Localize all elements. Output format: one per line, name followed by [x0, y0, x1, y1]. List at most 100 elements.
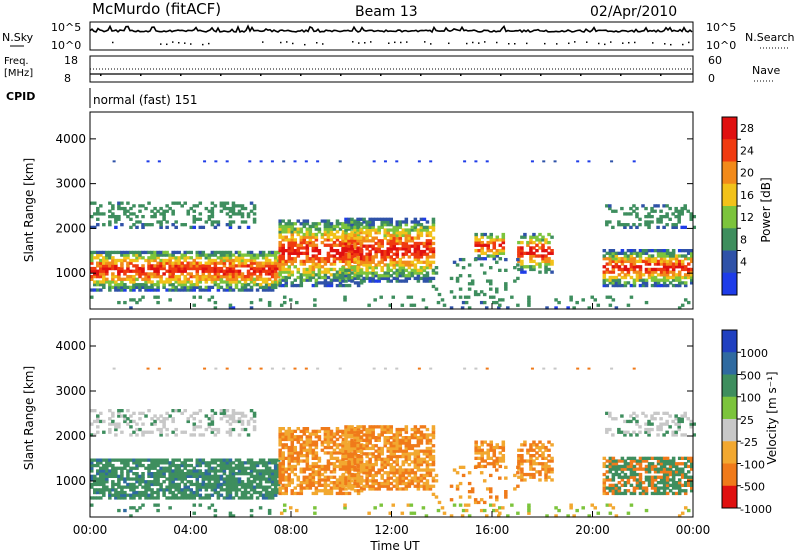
velocity-cell	[238, 488, 242, 491]
nsearch-dot	[166, 44, 168, 46]
velocity-cell	[603, 473, 607, 476]
power-cell	[459, 258, 463, 261]
velocity-cell	[262, 459, 266, 462]
power-cell	[324, 219, 328, 222]
velocity-cell	[386, 471, 390, 474]
velocity-cell	[389, 463, 393, 466]
velocity-cell	[523, 459, 527, 462]
velocity-cell	[135, 486, 139, 489]
power-cell	[247, 270, 251, 273]
power-cell	[554, 298, 558, 301]
power-cell	[402, 220, 406, 223]
power-cell	[357, 281, 361, 284]
velocity-cell	[290, 430, 294, 433]
power-cell	[609, 270, 613, 273]
velocity-cell	[386, 455, 390, 458]
power-cell	[606, 262, 610, 265]
power-cell	[183, 251, 187, 254]
power-cell	[678, 254, 682, 257]
power-cell	[165, 204, 169, 207]
velocity-cell	[499, 465, 503, 468]
velocity-cell	[684, 481, 688, 484]
power-cell	[542, 160, 545, 162]
power-cell	[123, 251, 127, 254]
power-cell	[453, 296, 457, 299]
power-cell	[147, 223, 151, 226]
velocity-cell	[129, 467, 133, 470]
velocity-cell	[399, 487, 403, 490]
nsearch-dot	[574, 41, 576, 43]
velocity-cell	[183, 459, 187, 462]
power-cell	[426, 239, 430, 242]
velocity-cell	[423, 425, 427, 428]
velocity-cell	[356, 474, 360, 477]
velocity-cell	[238, 477, 242, 480]
power-cell	[156, 220, 160, 223]
power-cell	[633, 160, 636, 162]
velocity-cell	[681, 462, 685, 465]
power-cell	[123, 278, 127, 281]
velocity-cell	[199, 483, 203, 486]
power-cell	[294, 228, 298, 231]
power-cell	[489, 233, 493, 236]
power-cell	[315, 233, 319, 236]
power-cell	[316, 160, 319, 162]
velocity-cell	[268, 491, 272, 494]
freq-dot	[100, 74, 102, 76]
power-cell	[284, 276, 288, 279]
velocity-cell	[627, 476, 631, 479]
velocity-cell	[544, 446, 548, 449]
velocity-cell	[327, 484, 331, 487]
power-cell	[462, 258, 466, 261]
power-cell	[327, 252, 331, 255]
power-cell	[474, 233, 478, 236]
velocity-cell	[420, 485, 424, 488]
power-cell	[429, 226, 433, 229]
velocity-cell	[306, 449, 310, 452]
power-cell	[241, 283, 245, 286]
velocity-cell	[278, 462, 282, 465]
power-cell	[196, 262, 200, 265]
power-cell	[189, 207, 193, 210]
velocity-cell	[135, 428, 139, 431]
power-cell	[456, 263, 460, 266]
power-cell	[327, 268, 331, 271]
power-cell	[687, 301, 691, 304]
velocity-cell	[529, 443, 533, 446]
power-cell	[410, 296, 414, 299]
power-cell	[629, 207, 633, 210]
power-cell	[226, 251, 230, 254]
power-cell	[153, 212, 157, 215]
velocity-cell	[612, 484, 616, 487]
velocity-cell	[150, 417, 154, 420]
velocity-cell	[624, 489, 628, 492]
velocity-cell	[315, 462, 319, 465]
velocity-cell	[199, 425, 203, 428]
velocity-cell	[294, 465, 298, 468]
velocity-cell	[93, 409, 97, 412]
power-cell	[389, 234, 393, 237]
power-cell	[386, 218, 390, 221]
velocity-cell	[383, 458, 387, 461]
power-cell	[105, 278, 109, 281]
power-cell	[262, 262, 266, 265]
power-cell	[281, 276, 285, 279]
velocity-cell	[300, 481, 304, 484]
velocity-cell	[211, 428, 215, 431]
velocity-cell	[333, 441, 337, 444]
power-cell	[177, 288, 181, 291]
power-cell	[96, 270, 100, 273]
power-cell	[636, 270, 640, 273]
velocity-cell	[336, 443, 340, 446]
velocity-cell	[480, 441, 484, 444]
power-cell	[162, 251, 166, 254]
power-cell	[235, 270, 239, 273]
power-cell	[180, 280, 184, 283]
power-cell	[336, 257, 340, 260]
power-cell	[417, 220, 421, 223]
power-cell	[336, 249, 340, 252]
power-cell	[150, 223, 154, 226]
power-cell	[392, 296, 396, 299]
nsearch-dot	[160, 43, 162, 45]
velocity-cell	[386, 425, 390, 428]
